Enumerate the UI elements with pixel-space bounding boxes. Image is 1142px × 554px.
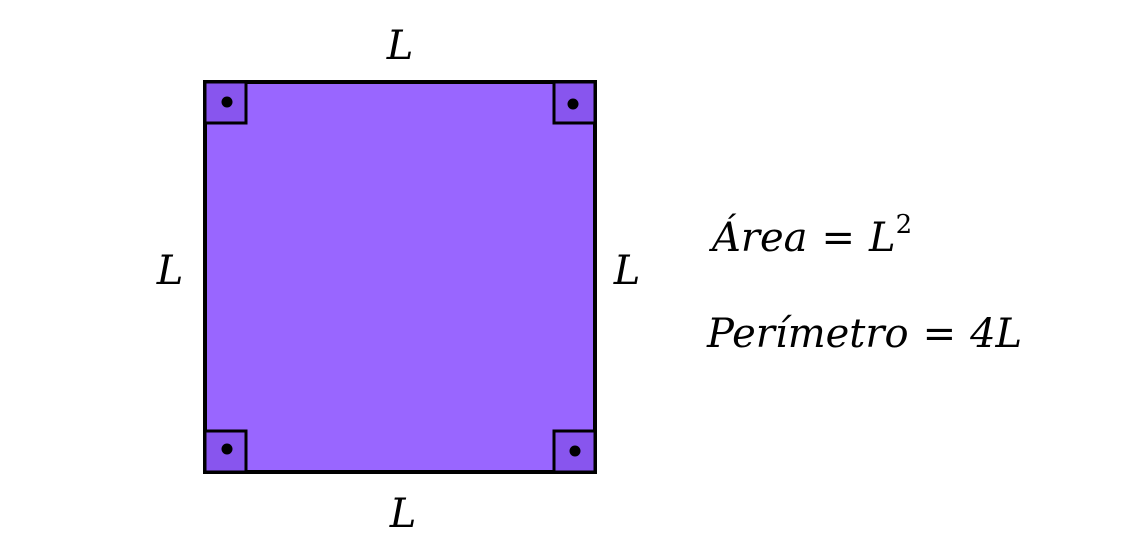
side-label-left: L <box>156 248 184 294</box>
side-label-bottom: L <box>389 491 417 537</box>
right-angle-marker-top-left <box>203 80 248 125</box>
right-angle-marker-top-right <box>552 80 597 125</box>
perimeter-formula: Perímetro = 4L <box>707 310 1022 358</box>
area-formula: Área = L2 <box>712 212 912 262</box>
area-formula-equals: = <box>821 215 856 261</box>
area-formula-base: L <box>869 215 896 261</box>
right-angle-marker-bottom-left <box>203 429 248 474</box>
side-label-right: L <box>613 248 641 294</box>
area-formula-lhs: Área <box>712 215 808 261</box>
right-angle-marker-bottom-right <box>552 429 597 474</box>
area-formula-exponent: 2 <box>895 210 913 240</box>
perimeter-formula-lhs: Perímetro <box>707 311 909 357</box>
side-label-top: L <box>386 23 414 69</box>
perimeter-formula-rhs: 4L <box>970 311 1023 357</box>
perimeter-formula-equals: = <box>922 311 957 357</box>
square <box>203 80 597 474</box>
